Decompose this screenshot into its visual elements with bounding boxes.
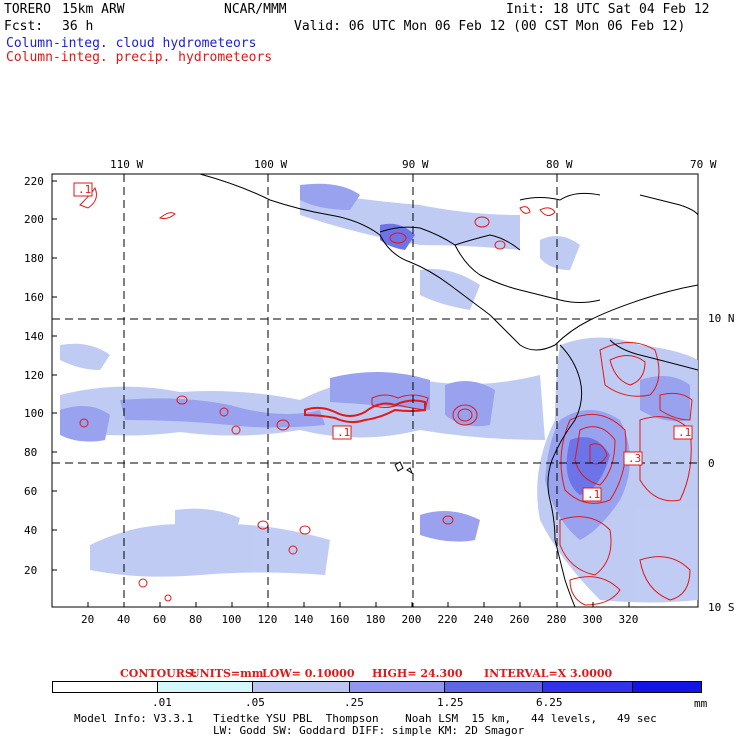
y-tick-label: 220 bbox=[24, 175, 44, 188]
colorbar bbox=[52, 681, 702, 693]
lon-label: 80 W bbox=[546, 158, 573, 171]
colorbar-swatch bbox=[350, 682, 445, 692]
forecast-label: Fcst: bbox=[4, 19, 44, 34]
x-tick-label: 140 bbox=[293, 613, 314, 626]
x-tick-label: 60 bbox=[153, 613, 167, 626]
model-info-line1: Model Info: V3.3.1 Tiedtke YSU PBL Thomp… bbox=[74, 712, 657, 725]
lat-label: 10 N bbox=[708, 312, 735, 325]
colorbar-swatch bbox=[445, 682, 543, 692]
precip-field-title: Column-integ. precip. hydrometeors bbox=[6, 50, 273, 65]
x-tick-label: 160 bbox=[329, 613, 350, 626]
y-tick-label: 140 bbox=[24, 330, 44, 343]
y-tick-label: 100 bbox=[24, 407, 44, 420]
colorbar-unit: mm bbox=[694, 697, 708, 710]
graticule bbox=[52, 174, 698, 607]
lon-label: 100 W bbox=[254, 158, 288, 171]
x-tick-label: 300 bbox=[582, 613, 603, 626]
x-tick-label: 260 bbox=[509, 613, 530, 626]
contours-high: HIGH= 24.300 bbox=[372, 667, 463, 680]
lat-label: 10 S bbox=[708, 601, 735, 614]
x-tick-label: 180 bbox=[365, 613, 386, 626]
y-tick-label: 40 bbox=[24, 524, 38, 537]
x-tick-label: 100 bbox=[221, 613, 242, 626]
colorbar-swatch bbox=[53, 682, 158, 692]
model-info-line2: LW: Godd SW: Goddard DIFF: simple KM: 2D… bbox=[213, 724, 525, 737]
lon-label: 90 W bbox=[402, 158, 429, 171]
contours-interval: INTERVAL=X 3.0000 bbox=[484, 667, 613, 680]
y-tick-label: 200 bbox=[24, 213, 44, 226]
x-tick-label: 80 bbox=[189, 613, 203, 626]
contour-label: .3 bbox=[628, 452, 642, 465]
cloud-shading bbox=[60, 183, 698, 603]
lon-label: 110 W bbox=[110, 158, 144, 171]
x-tick-label: 280 bbox=[546, 613, 567, 626]
valid-time: Valid: 06 UTC Mon 06 Feb 12 (00 CST Mon … bbox=[294, 19, 686, 34]
x-tick-label: 200 bbox=[401, 613, 422, 626]
resolution: 15km ARW bbox=[62, 2, 125, 17]
x-tick-label: 220 bbox=[437, 613, 458, 626]
y-tick-label: 60 bbox=[24, 485, 38, 498]
y-tick-label: 160 bbox=[24, 291, 44, 304]
colorbar-level: .25 bbox=[344, 696, 364, 709]
y-tick-label: 120 bbox=[24, 369, 44, 382]
contour-label: .1 bbox=[587, 488, 601, 501]
colorbar-level: .01 bbox=[152, 696, 172, 709]
contour-label: .1 bbox=[78, 183, 92, 196]
contour-label: .1 bbox=[337, 426, 351, 439]
lon-label: 70 W bbox=[690, 158, 717, 171]
colorbar-swatch bbox=[158, 682, 253, 692]
lat-label: 0 bbox=[708, 457, 715, 470]
colorbar-level: 1.25 bbox=[437, 696, 464, 709]
colorbar-swatch bbox=[633, 682, 701, 692]
x-tick-label: 40 bbox=[117, 613, 131, 626]
y-tick-label: 80 bbox=[24, 446, 38, 459]
forecast-hours: 36 h bbox=[62, 19, 94, 34]
colorbar-level: .05 bbox=[245, 696, 265, 709]
init-time: Init: 18 UTC Sat 04 Feb 12 bbox=[506, 2, 710, 17]
contours-units: UNITS=mm bbox=[190, 667, 264, 680]
cloud-field-title: Column-integ. cloud hydrometeors bbox=[6, 36, 257, 51]
precip-contours bbox=[79, 186, 693, 606]
axis-ticks bbox=[52, 180, 630, 607]
colorbar-swatch bbox=[253, 682, 350, 692]
organization: NCAR/MMM bbox=[224, 2, 287, 17]
contour-label-boxes bbox=[73, 182, 693, 502]
x-tick-label: 240 bbox=[473, 613, 494, 626]
x-tick-label: 20 bbox=[81, 613, 95, 626]
model-name: TORERO bbox=[4, 2, 51, 17]
y-tick-label: 180 bbox=[24, 252, 44, 265]
x-tick-label: 120 bbox=[257, 613, 278, 626]
y-tick-label: 20 bbox=[24, 564, 38, 577]
x-tick-label: 320 bbox=[618, 613, 639, 626]
colorbar-swatch bbox=[543, 682, 633, 692]
contour-label: .1 bbox=[678, 426, 692, 439]
contours-prefix: CONTOURS: bbox=[120, 667, 197, 680]
colorbar-level: 6.25 bbox=[536, 696, 563, 709]
contours-low: LOW= 0.10000 bbox=[262, 667, 355, 680]
